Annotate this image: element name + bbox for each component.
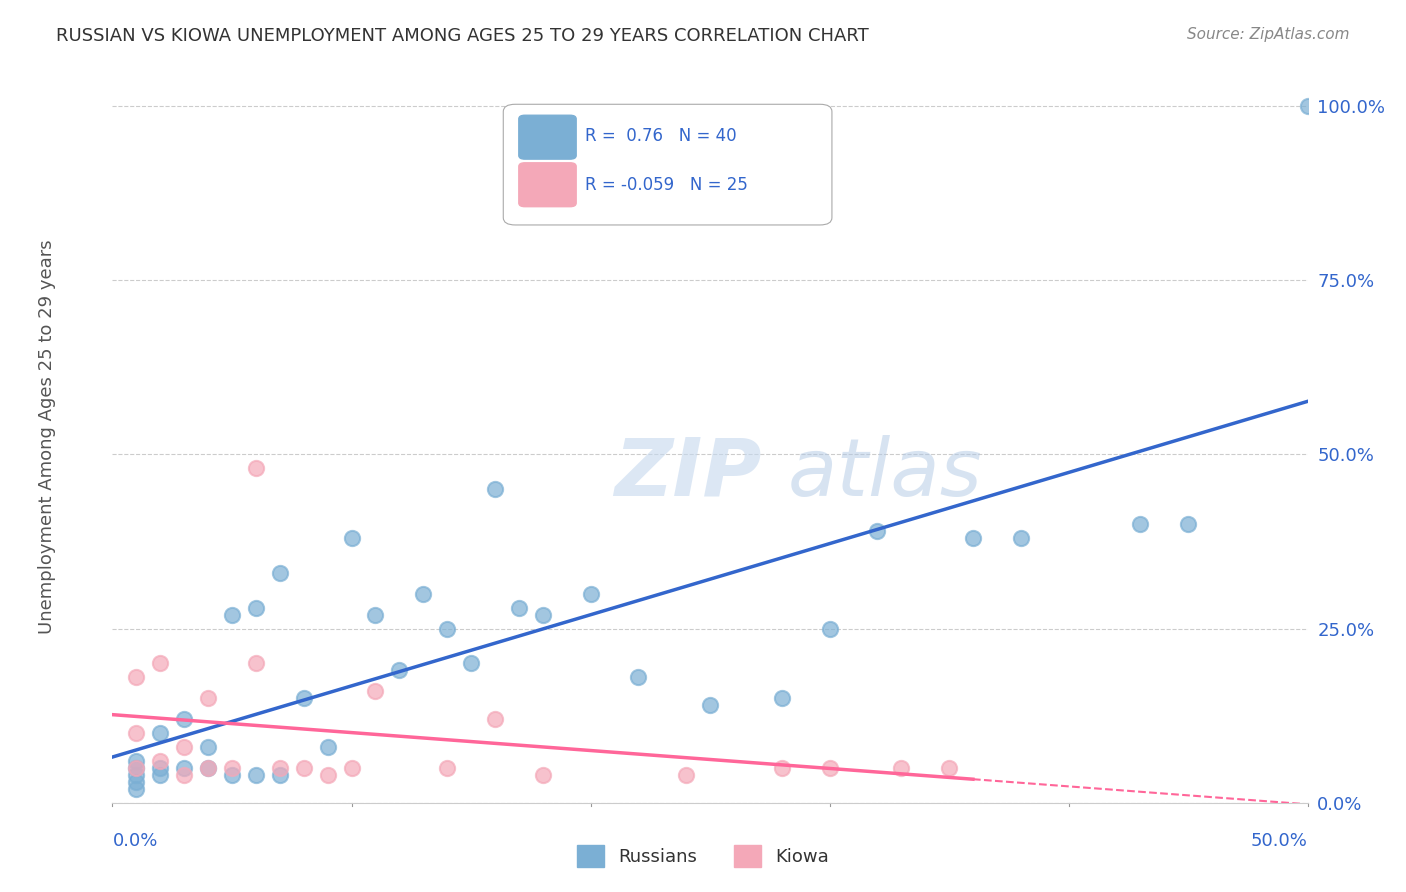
Point [962, 531, 984, 545]
Point [221, 607, 243, 622]
Point [245, 461, 267, 475]
Point [173, 761, 195, 775]
Point [149, 754, 172, 768]
Point [173, 768, 195, 782]
Text: Source: ZipAtlas.com: Source: ZipAtlas.com [1187, 27, 1350, 42]
Point [125, 775, 148, 789]
Point [197, 691, 219, 706]
Point [221, 768, 243, 782]
Point [149, 768, 172, 782]
Legend: Russians, Kiowa: Russians, Kiowa [569, 838, 837, 874]
Point [890, 761, 912, 775]
Point [460, 657, 482, 671]
Point [484, 712, 506, 726]
Point [699, 698, 721, 713]
Point [125, 726, 148, 740]
Point [292, 691, 315, 706]
Point [340, 761, 363, 775]
Point [388, 664, 411, 678]
Point [770, 761, 793, 775]
Text: 50.0%: 50.0% [1251, 832, 1308, 850]
Point [125, 768, 148, 782]
Point [245, 600, 267, 615]
Point [149, 657, 172, 671]
Point [364, 607, 387, 622]
Point [125, 781, 148, 796]
Point [818, 622, 841, 636]
Point [125, 761, 148, 775]
Point [197, 761, 219, 775]
Point [197, 761, 219, 775]
Point [1296, 99, 1319, 113]
FancyBboxPatch shape [503, 104, 832, 225]
Point [269, 768, 291, 782]
Point [1129, 517, 1152, 532]
Point [221, 761, 243, 775]
Point [197, 740, 219, 755]
Point [364, 684, 387, 698]
Point [531, 607, 554, 622]
Text: R = -0.059   N = 25: R = -0.059 N = 25 [585, 176, 748, 194]
Point [531, 768, 554, 782]
Point [316, 740, 339, 755]
FancyBboxPatch shape [519, 115, 576, 159]
Point [149, 761, 172, 775]
Point [484, 483, 506, 497]
Point [245, 657, 267, 671]
Point [436, 761, 458, 775]
Text: 0.0%: 0.0% [112, 832, 157, 850]
Text: ZIP: ZIP [614, 434, 762, 513]
Point [125, 670, 148, 684]
Point [245, 768, 267, 782]
Point [149, 726, 172, 740]
Text: atlas: atlas [787, 434, 983, 513]
Point [269, 761, 291, 775]
Point [579, 587, 602, 601]
Point [818, 761, 841, 775]
Text: RUSSIAN VS KIOWA UNEMPLOYMENT AMONG AGES 25 TO 29 YEARS CORRELATION CHART: RUSSIAN VS KIOWA UNEMPLOYMENT AMONG AGES… [56, 27, 869, 45]
Point [269, 566, 291, 580]
Point [292, 761, 315, 775]
Point [675, 768, 697, 782]
FancyBboxPatch shape [519, 163, 576, 207]
Point [1010, 531, 1032, 545]
Point [436, 622, 458, 636]
Point [125, 754, 148, 768]
Point [173, 712, 195, 726]
Point [770, 691, 793, 706]
Point [627, 670, 650, 684]
Point [125, 761, 148, 775]
Point [316, 768, 339, 782]
Text: R =  0.76   N = 40: R = 0.76 N = 40 [585, 128, 737, 145]
Point [340, 531, 363, 545]
Point [866, 524, 889, 538]
Point [1177, 517, 1199, 532]
Point [508, 600, 530, 615]
Point [173, 740, 195, 755]
Text: Unemployment Among Ages 25 to 29 years: Unemployment Among Ages 25 to 29 years [38, 240, 56, 634]
Point [412, 587, 434, 601]
Point [938, 761, 960, 775]
